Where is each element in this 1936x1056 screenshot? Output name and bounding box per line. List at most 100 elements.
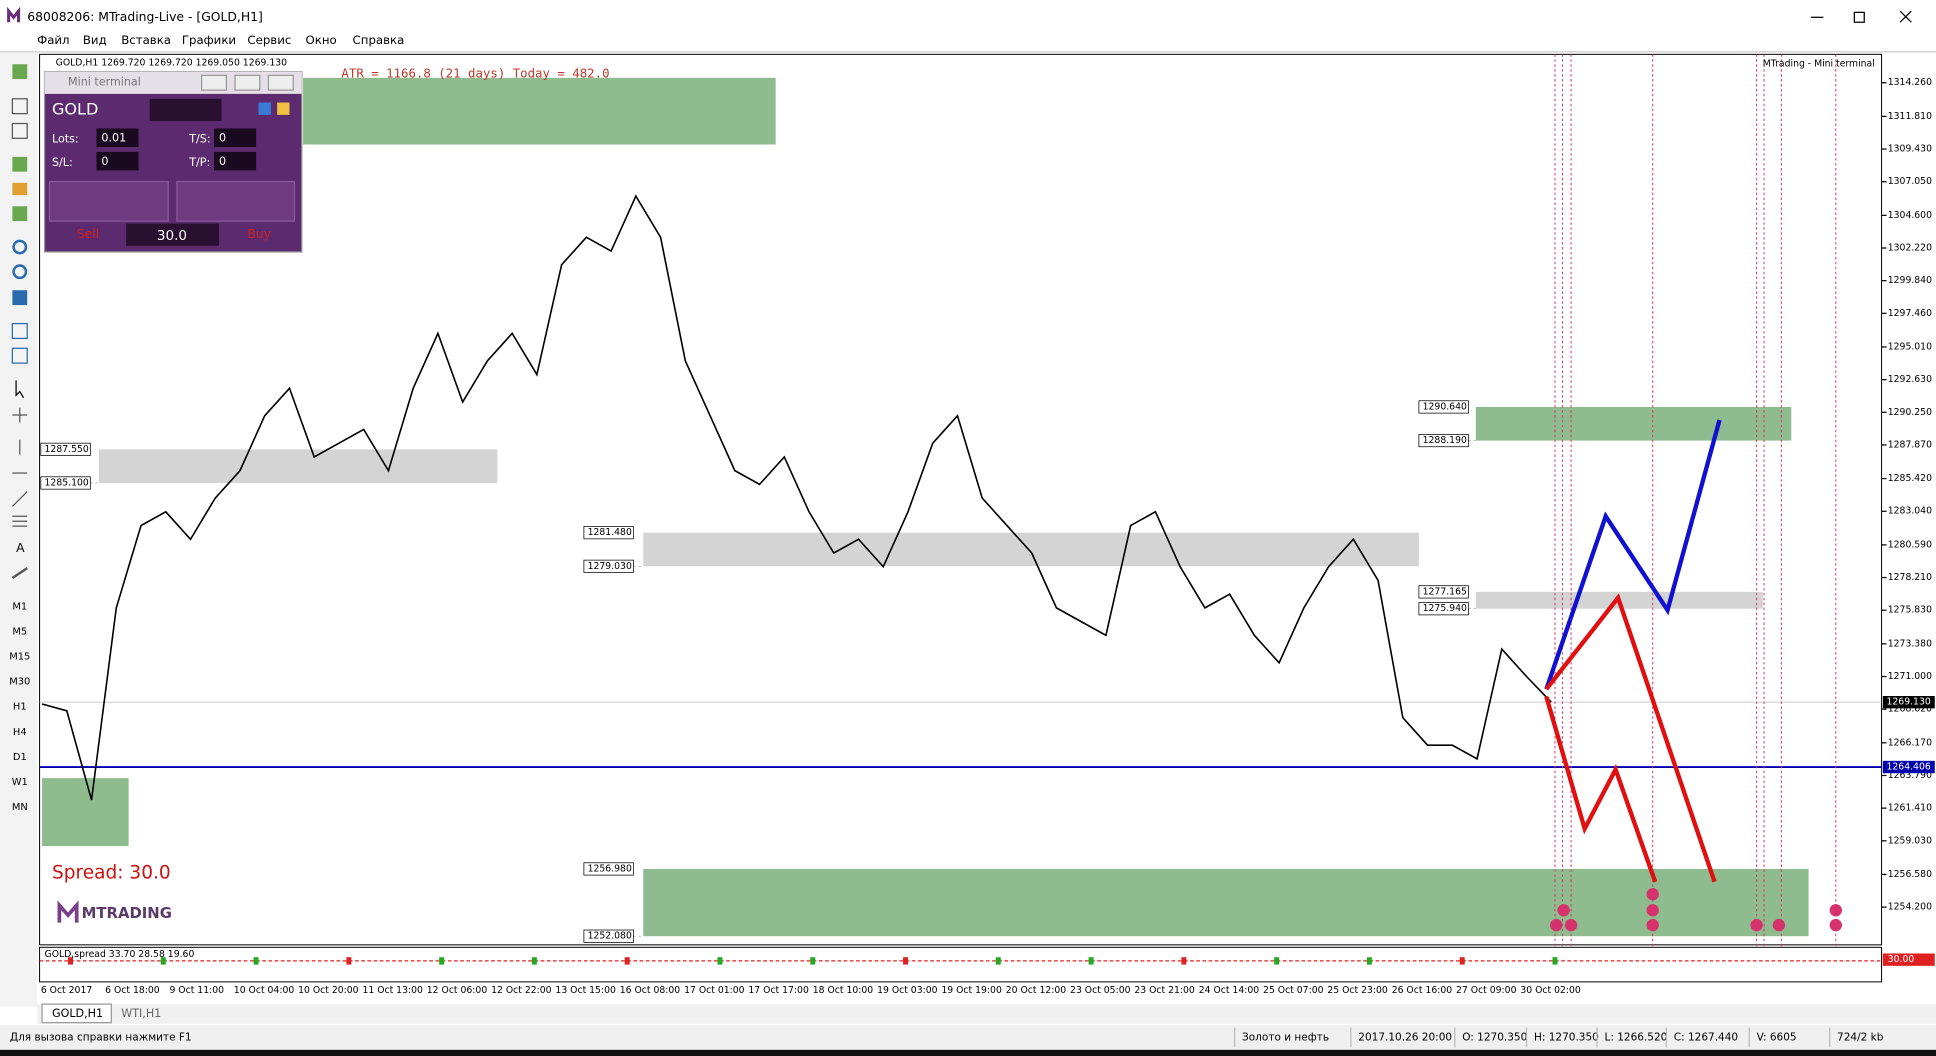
menu-item[interactable]: Графики: [182, 33, 236, 47]
price-line: [41, 194, 1552, 801]
y-tick-label: 1275.830: [1888, 605, 1932, 616]
close-button[interactable]: [1899, 10, 1912, 23]
sell-label: Sell: [77, 227, 99, 241]
menu-item[interactable]: Справка: [353, 33, 405, 47]
indicator-bar: [253, 957, 259, 965]
sell-button[interactable]: [48, 180, 169, 222]
x-tick-label: 6 Oct 18:00: [105, 985, 160, 996]
zone: [643, 532, 1419, 567]
x-tick-label: 26 Oct 16:00: [1392, 985, 1453, 996]
tp-field[interactable]: [214, 151, 257, 171]
tp-label: T/P:: [188, 156, 210, 169]
timeframe[interactable]: D1: [13, 752, 27, 763]
y-tick-label: 1271.000: [1888, 671, 1932, 682]
indicator-bars: [68, 957, 1558, 965]
logo: MTRADING: [82, 905, 172, 922]
terminal-minimize[interactable]: [201, 74, 228, 91]
price-label: 1277.165: [1423, 586, 1467, 597]
timeframe[interactable]: M15: [9, 652, 30, 663]
y-tick-label: 1285.420: [1888, 473, 1932, 484]
x-tick-label: 30 Oct 02:00: [1520, 985, 1581, 996]
x-tick-label: 16 Oct 08:00: [620, 985, 681, 996]
terminal-restore[interactable]: [234, 74, 261, 91]
price-label: 1256.980: [588, 863, 632, 874]
y-tick-label: 1299.840: [1888, 275, 1932, 286]
price-label-box: [583, 862, 634, 876]
y-tick-label: 1295.010: [1888, 341, 1932, 352]
status-item: V: 6605: [1757, 1031, 1797, 1043]
lots-value: 0.01: [101, 131, 126, 144]
alert-button[interactable]: [277, 102, 290, 115]
window-title: 68008206: MTrading-Live - [GOLD,H1]: [27, 10, 263, 24]
tp-value: 0: [219, 155, 226, 168]
chart-header: GOLD,H1 1269.720 1269.720 1269.050 1269.…: [56, 57, 287, 68]
y-tick-label: 1283.040: [1888, 506, 1932, 517]
brand-label: MTrading - Mini terminal: [1763, 59, 1875, 70]
sl-field[interactable]: [96, 151, 139, 171]
timeframe[interactable]: M30: [9, 677, 30, 688]
toolbar: [0, 53, 38, 1007]
status-items: Для вызова справки нажмите F1 Золото и не…: [10, 1027, 1884, 1048]
x-tick-label: 19 Oct 03:00: [877, 985, 938, 996]
price-label-box: [583, 559, 634, 573]
last-price-label: 1269.130: [1887, 697, 1931, 708]
menu-bar: [0, 29, 1936, 52]
x-tick-label: 23 Oct 05:00: [1070, 985, 1131, 996]
status-item: 2017.10.26 20:00: [1358, 1031, 1452, 1043]
app-icon: [7, 6, 21, 23]
tab[interactable]: GOLD,H1: [52, 1007, 103, 1020]
ts-field[interactable]: [214, 128, 257, 147]
terminal-close[interactable]: [267, 74, 294, 91]
indicator-bar: [1366, 957, 1372, 965]
x-tick-label: 19 Oct 19:00: [941, 985, 1002, 996]
menu-item[interactable]: Сервис: [247, 33, 291, 47]
lots-field[interactable]: [96, 128, 139, 147]
zone: [42, 778, 129, 847]
timeframe[interactable]: H4: [13, 727, 27, 738]
indicator-bar: [1088, 957, 1094, 965]
spread-label: Spread: 30.0: [52, 863, 171, 884]
status-bar: [0, 1025, 1936, 1050]
menu: Файл Вид Вставка Графики Сервис Окно Справка: [37, 33, 404, 47]
indicator-bar: [346, 957, 352, 965]
timeframe[interactable]: MN: [12, 802, 28, 813]
menu-item[interactable]: Вставка: [121, 33, 171, 47]
menu-item[interactable]: Окно: [306, 33, 337, 47]
x-tick-label: 23 Oct 21:00: [1134, 985, 1195, 996]
menu-item[interactable]: Файл: [37, 33, 69, 47]
indicator-bar: [1274, 957, 1280, 965]
x-tick-label: 11 Oct 13:00: [362, 985, 423, 996]
symbol-field[interactable]: [149, 98, 222, 122]
x-tick-label: 25 Oct 07:00: [1263, 985, 1324, 996]
indicator-bar: [160, 957, 166, 965]
x-tick-label: 9 Oct 11:00: [169, 985, 224, 996]
indicator-bar: [717, 957, 723, 965]
y-tick-label: 1290.250: [1888, 407, 1932, 418]
x-tick-label: 18 Oct 10:00: [813, 985, 874, 996]
status-item: O: 1270.350: [1462, 1031, 1527, 1043]
restore-button[interactable]: [1853, 11, 1865, 23]
price-label-box: [1418, 400, 1469, 414]
y-tick-label: 1278.210: [1888, 572, 1932, 583]
x-tick-label: 20 Oct 12:00: [1006, 985, 1067, 996]
timeframe[interactable]: M5: [12, 627, 27, 638]
ts-value: 0: [219, 131, 226, 144]
red-markers: [1554, 54, 1837, 982]
timeframe[interactable]: H1: [13, 702, 27, 713]
y-tick-label: 1314.260: [1888, 77, 1932, 88]
price-label: 1290.640: [1423, 401, 1467, 412]
indicator-bar: [903, 957, 909, 965]
tab-active[interactable]: [41, 1003, 112, 1024]
y-tick-label: 1259.030: [1888, 835, 1932, 846]
timeframe[interactable]: M1: [12, 601, 27, 612]
buy-button[interactable]: [176, 180, 296, 222]
buy-label: Buy: [247, 227, 271, 241]
menu-item[interactable]: Вид: [83, 33, 107, 47]
timeframe[interactable]: W1: [12, 777, 28, 788]
settings-button[interactable]: [258, 102, 271, 115]
status-item: 724/2 kb: [1837, 1031, 1884, 1043]
tab[interactable]: WTI,H1: [121, 1007, 161, 1020]
indicator-bar: [1459, 957, 1465, 965]
logo-icon: [57, 900, 79, 923]
